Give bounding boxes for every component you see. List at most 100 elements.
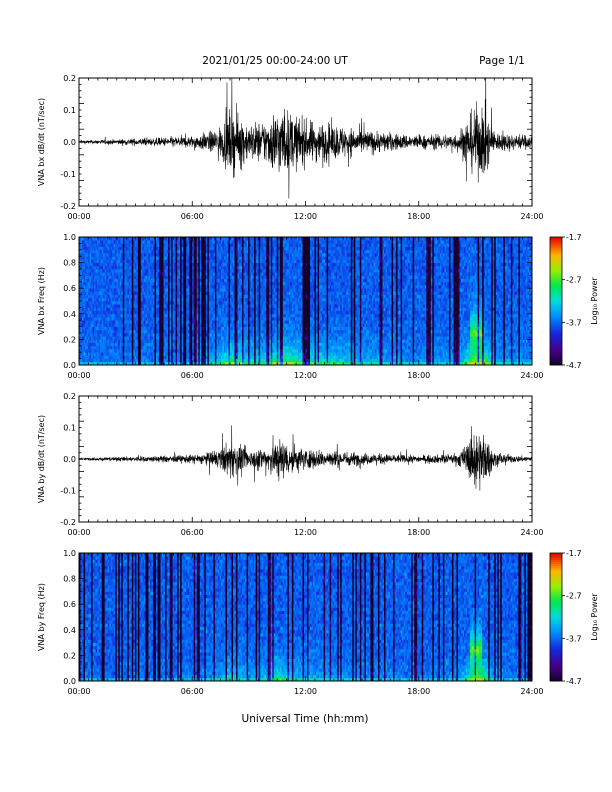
spectrogram-cell	[222, 281, 225, 286]
spectrogram-cell	[128, 345, 131, 350]
spectrogram-cell	[136, 297, 139, 302]
spectrogram-cell	[148, 361, 151, 366]
spectrogram-cell	[225, 358, 228, 363]
spectrogram-cell	[189, 243, 192, 247]
spectrogram-cell	[220, 313, 223, 318]
spectrogram-cell	[140, 240, 143, 244]
spectrogram-cell	[145, 317, 148, 321]
spectrogram-cell	[196, 297, 199, 302]
spectrogram-cell	[118, 336, 121, 340]
spectrogram-cell	[119, 262, 122, 267]
spectrogram-cell	[104, 345, 107, 350]
spectrogram-cell	[196, 291, 199, 295]
spectrogram-cell	[80, 323, 83, 327]
spectrogram-cell	[110, 301, 113, 305]
spectrogram-cell	[192, 336, 195, 340]
spectrogram-cell	[192, 358, 195, 363]
spectrogram-cell	[89, 262, 92, 267]
spectrogram-cell	[213, 272, 216, 276]
spectrogram-cell	[202, 272, 205, 276]
spectrogram-cell	[205, 246, 208, 251]
spectrogram-cell	[148, 272, 151, 276]
spectrogram-cell	[113, 285, 116, 289]
spectrogram-cell	[225, 246, 228, 251]
spectrogram-cell	[168, 317, 170, 321]
spectrogram-cell	[130, 288, 133, 292]
spectrogram-cell	[97, 307, 99, 311]
spectrogram-cell	[213, 310, 216, 315]
spectrogram-cell	[142, 291, 145, 295]
spectrogram-cell	[124, 237, 127, 241]
spectrogram-cell	[100, 307, 102, 311]
spectrogram-cell	[223, 349, 226, 353]
spectrogram-cell	[186, 310, 189, 315]
spectrogram-cell	[201, 243, 204, 247]
spectrogram-cell	[98, 278, 101, 283]
spectrogram-cell	[193, 285, 196, 289]
spectrogram-cell	[208, 259, 211, 263]
spectrogram-cell	[222, 339, 225, 343]
spectrogram-cell	[80, 265, 83, 270]
spectrogram-cell	[124, 288, 127, 292]
spectrogram-cell	[80, 269, 83, 273]
spectrogram-cell	[157, 301, 160, 305]
spectrogram-cell	[189, 278, 192, 283]
spectrogram-cell	[124, 265, 127, 270]
spectrogram-cell	[154, 310, 157, 315]
spectrogram-cell	[125, 278, 128, 283]
spectrogram-cell	[169, 349, 172, 353]
spectrogram-cell	[220, 301, 223, 305]
spectrogram-cell	[177, 265, 180, 270]
spectrogram-cell	[152, 333, 155, 337]
spectrogram-cell	[136, 281, 139, 286]
spectrogram-cell	[92, 256, 95, 260]
spectrogram-cell	[121, 253, 124, 257]
spectrogram-cell	[214, 349, 217, 353]
spectrogram-cell	[124, 361, 127, 366]
spectrogram-cell	[220, 265, 223, 270]
spectrogram-cell	[219, 304, 222, 308]
spectrogram-cell	[187, 333, 190, 337]
spectrogram-cell	[214, 361, 217, 366]
spectrogram-cell	[160, 243, 163, 247]
spectrogram-cell	[214, 336, 217, 340]
spectrogram-cell	[127, 352, 130, 356]
spectrogram-cell	[193, 237, 196, 241]
spectrogram-cell	[122, 281, 125, 286]
spectrogram-cell	[193, 301, 196, 305]
spectrogram-cell	[175, 301, 178, 305]
spectrogram-cell	[171, 326, 173, 331]
spectrogram-cell	[125, 345, 128, 350]
spectrogram-cell	[154, 313, 157, 318]
spectrogram-cell	[112, 310, 115, 315]
spectrogram-cell	[193, 358, 196, 363]
spectrogram-cell	[137, 297, 140, 302]
spectrogram-cell	[178, 278, 181, 283]
spectrogram-cell	[133, 361, 136, 366]
spectrogram-cell	[214, 317, 217, 321]
spectrogram-cell	[121, 285, 124, 289]
spectrogram-cell	[154, 246, 157, 251]
spectrogram-cell	[196, 313, 199, 318]
spectrogram-cell	[219, 307, 222, 311]
spectrogram-cell	[149, 304, 152, 308]
spectrogram-cell	[86, 317, 89, 321]
spectrogram-cell	[142, 243, 145, 247]
spectrogram-cell	[223, 278, 226, 283]
spectrogram-cell	[217, 288, 220, 292]
spectrogram-cell	[163, 326, 166, 331]
spectrogram-cell	[225, 333, 228, 337]
spectrogram-cell	[189, 301, 192, 305]
spectrogram-cell	[217, 253, 220, 257]
spectrogram-cell	[187, 294, 190, 299]
spectrogram-cell	[207, 339, 210, 343]
spectrogram-cell	[225, 320, 228, 324]
spectrogram-cell	[159, 358, 161, 363]
spectrogram-cell	[177, 339, 180, 343]
spectrogram-cell	[142, 253, 145, 257]
spectrogram-cell	[124, 326, 127, 331]
spectrogram-cell	[139, 240, 142, 244]
spectrogram-cell	[86, 259, 89, 263]
spectrogram-cell	[118, 243, 121, 247]
spectrogram-cell	[146, 297, 149, 302]
